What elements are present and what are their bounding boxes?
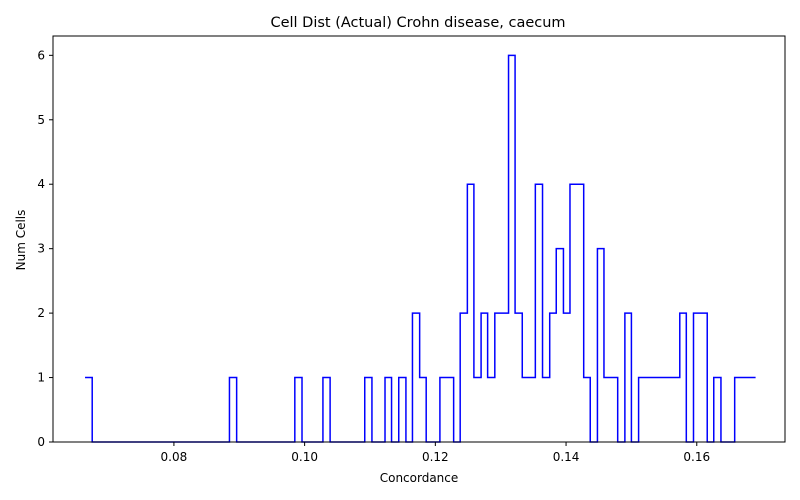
histogram-bin bbox=[440, 378, 454, 442]
plot-area bbox=[85, 54, 756, 443]
histogram-bin bbox=[735, 378, 742, 442]
y-tick-label: 6 bbox=[37, 48, 45, 62]
y-tick-label: 4 bbox=[37, 177, 45, 191]
plot-frame bbox=[52, 35, 786, 443]
y-tick-label: 3 bbox=[37, 242, 45, 256]
histogram-bin bbox=[741, 378, 755, 442]
histogram-bin bbox=[467, 184, 474, 442]
y-tick-label: 2 bbox=[37, 306, 45, 320]
x-tick-label: 0.12 bbox=[422, 450, 449, 464]
histogram-bin bbox=[543, 378, 550, 442]
histogram-bin bbox=[714, 378, 721, 442]
histogram-bin bbox=[474, 378, 481, 442]
histogram-bin bbox=[550, 313, 557, 442]
histogram-bin bbox=[481, 313, 488, 442]
histogram-bin bbox=[680, 313, 687, 442]
histogram-bin bbox=[495, 313, 509, 442]
x-tick-label: 0.16 bbox=[683, 450, 710, 464]
histogram-bin bbox=[365, 378, 372, 442]
histogram-bin bbox=[625, 313, 632, 442]
histogram-bin bbox=[229, 378, 236, 442]
histogram-bin bbox=[460, 313, 467, 442]
histogram-bin bbox=[420, 378, 427, 442]
histogram-bin bbox=[645, 378, 652, 442]
histogram-bin bbox=[584, 378, 591, 442]
x-tick-label: 0.14 bbox=[553, 450, 580, 464]
histogram-bin bbox=[509, 55, 516, 442]
histogram-bin bbox=[570, 184, 584, 442]
y-tick-label: 1 bbox=[37, 371, 45, 385]
histogram-bin bbox=[522, 378, 535, 442]
histogram-bin bbox=[323, 378, 330, 442]
x-tick-label: 0.10 bbox=[291, 450, 318, 464]
histogram-bin bbox=[639, 378, 646, 442]
histogram-bin bbox=[563, 313, 570, 442]
histogram-step-line bbox=[85, 54, 756, 443]
histogram-bin bbox=[604, 378, 618, 442]
x-axis-title: Concordance bbox=[380, 471, 459, 485]
histogram-bin bbox=[535, 184, 542, 442]
histogram-bin bbox=[412, 313, 419, 442]
histogram-bin bbox=[597, 249, 604, 442]
histogram-bin bbox=[515, 313, 522, 442]
x-tick-label: 0.08 bbox=[161, 450, 188, 464]
histogram-bin bbox=[652, 378, 679, 442]
y-axis: 0 1 2 3 4 5 6 bbox=[37, 48, 53, 449]
histogram-bin bbox=[694, 313, 708, 442]
histogram-bin bbox=[85, 378, 92, 442]
histogram-bin bbox=[556, 249, 563, 442]
y-axis-title: Num Cells bbox=[14, 210, 28, 271]
histogram-bin bbox=[295, 378, 302, 442]
histogram-bin bbox=[488, 378, 495, 442]
histogram-bin bbox=[385, 378, 392, 442]
y-tick-label: 5 bbox=[37, 113, 45, 127]
y-tick-label: 0 bbox=[37, 435, 45, 449]
histogram-bin bbox=[399, 378, 406, 442]
chart-title: Cell Dist (Actual) Crohn disease, caecum bbox=[270, 15, 565, 31]
x-axis: 0.08 0.10 0.12 0.14 0.16 bbox=[161, 442, 710, 464]
